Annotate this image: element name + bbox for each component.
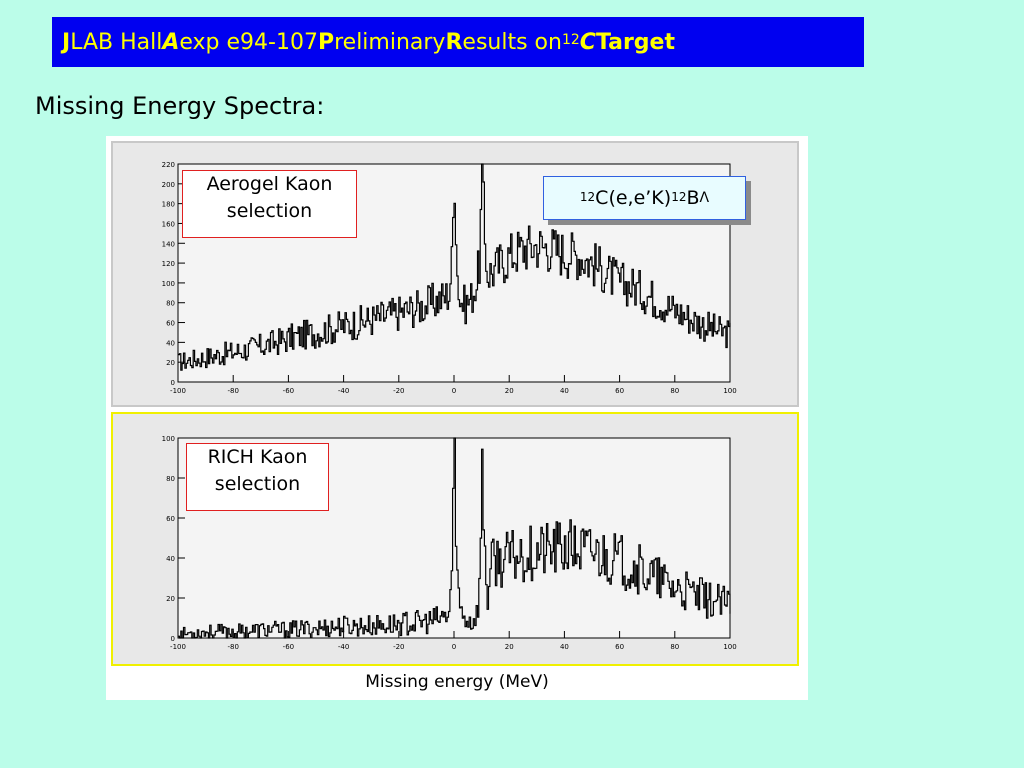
aerogel-label-line2: selection (226, 200, 313, 222)
reaction-part: C(e,e’K) (595, 187, 672, 209)
y-tick-label: 100 (162, 435, 175, 443)
title-part: P (317, 29, 335, 55)
reaction-label: 12 C(e,e’K) 12 B Λ (543, 176, 746, 220)
x-tick-label: -40 (338, 387, 349, 395)
x-tick-label: 0 (452, 387, 456, 395)
x-tick-label: -100 (170, 643, 186, 651)
y-tick-label: 0 (171, 635, 175, 643)
y-tick-label: 0 (171, 379, 175, 387)
aerogel-label: Aerogel Kaon selection (182, 170, 357, 238)
x-tick-label: 40 (560, 643, 569, 651)
y-tick-label: 80 (166, 475, 175, 483)
y-tick-label: 40 (166, 555, 175, 563)
y-tick-label: 80 (166, 300, 175, 308)
reaction-part: Λ (699, 190, 710, 206)
title-part: J (62, 29, 71, 55)
x-tick-label: -20 (393, 643, 404, 651)
reaction-part: 12 (579, 190, 596, 204)
rich-label-line2: selection (214, 473, 301, 495)
title-part: R (445, 29, 463, 55)
reaction-part: B (686, 187, 700, 209)
x-tick-label: -60 (283, 387, 294, 395)
x-tick-label: 80 (670, 387, 679, 395)
x-tick-label: -100 (170, 387, 186, 395)
x-tick-label: 40 (560, 387, 569, 395)
title-part: Target (595, 29, 675, 55)
x-tick-label: 0 (452, 643, 456, 651)
x-tick-label: 100 (723, 387, 736, 395)
x-tick-label: 80 (670, 643, 679, 651)
x-tick-label: 60 (615, 643, 624, 651)
y-tick-label: 40 (166, 339, 175, 347)
y-tick-label: 120 (162, 260, 175, 268)
x-tick-label: -60 (283, 643, 294, 651)
spectrum-line-1 (178, 437, 731, 639)
title-part: LAB Hall (70, 29, 163, 55)
y-tick-label: 200 (162, 181, 175, 189)
x-tick-label: -20 (393, 387, 404, 395)
y-tick-label: 20 (166, 595, 175, 603)
spectra-figure: 0 20 40 60 80 100 120 140 160 180 200 220 -100 -80 -60… (106, 136, 808, 700)
y-tick-label: 100 (162, 280, 175, 288)
title-part: A (162, 29, 180, 55)
y-tick-label: 60 (166, 320, 175, 328)
y-tick-label: 220 (162, 161, 175, 169)
x-tick-label: -40 (338, 643, 349, 651)
title-part: C (579, 29, 596, 55)
title-part: esults on (462, 29, 562, 55)
slide-subtitle: Missing Energy Spectra: (35, 92, 325, 120)
reaction-part: 12 (671, 190, 687, 204)
y-tick-label: 140 (162, 240, 175, 248)
aerogel-label-line1: Aerogel Kaon (206, 173, 333, 195)
y-tick-label: 20 (166, 359, 175, 367)
y-tick-label: 180 (162, 201, 175, 209)
title-part: exp e94-107 (179, 29, 318, 55)
rich-label: RICH Kaon selection (186, 443, 329, 511)
x-tick-label: 60 (615, 387, 624, 395)
x-tick-label: 100 (723, 643, 736, 651)
spectrum-line-0 (178, 163, 731, 371)
x-axis-title: Missing energy (MeV) (365, 672, 549, 692)
y-tick-label: 160 (162, 220, 175, 228)
title-part: 12 (561, 32, 580, 48)
x-tick-label: 20 (505, 387, 514, 395)
x-tick-label: -80 (227, 643, 238, 651)
title-part: reliminary (334, 29, 446, 55)
rich-label-line1: RICH Kaon (207, 446, 308, 468)
x-tick-label: 20 (505, 643, 514, 651)
y-tick-label: 60 (166, 515, 175, 523)
x-tick-label: -80 (227, 387, 238, 395)
